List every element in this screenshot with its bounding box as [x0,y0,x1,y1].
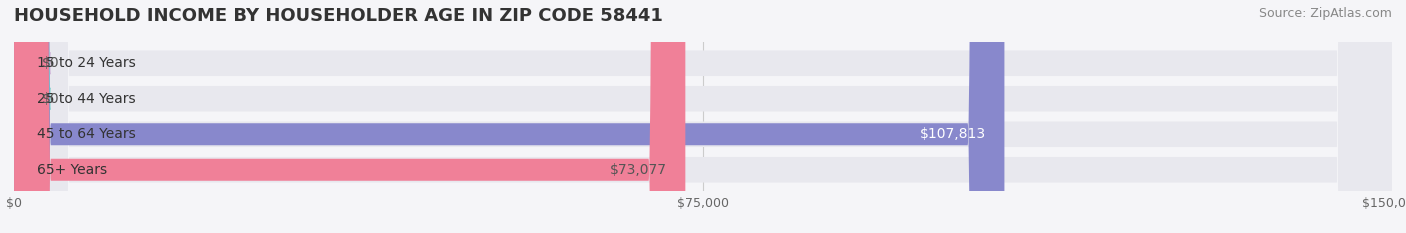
FancyBboxPatch shape [14,0,685,233]
Text: 65+ Years: 65+ Years [37,163,107,177]
Text: 45 to 64 Years: 45 to 64 Years [37,127,136,141]
FancyBboxPatch shape [0,0,51,233]
Text: $107,813: $107,813 [920,127,986,141]
FancyBboxPatch shape [0,0,51,233]
Text: $0: $0 [42,56,59,70]
FancyBboxPatch shape [14,0,1392,233]
Text: HOUSEHOLD INCOME BY HOUSEHOLDER AGE IN ZIP CODE 58441: HOUSEHOLD INCOME BY HOUSEHOLDER AGE IN Z… [14,7,664,25]
FancyBboxPatch shape [14,0,1392,233]
Text: 15 to 24 Years: 15 to 24 Years [37,56,136,70]
FancyBboxPatch shape [14,0,1392,233]
Text: 25 to 44 Years: 25 to 44 Years [37,92,135,106]
FancyBboxPatch shape [14,0,1392,233]
Text: Source: ZipAtlas.com: Source: ZipAtlas.com [1258,7,1392,20]
Text: $0: $0 [42,92,59,106]
FancyBboxPatch shape [14,0,1004,233]
Text: $73,077: $73,077 [610,163,666,177]
